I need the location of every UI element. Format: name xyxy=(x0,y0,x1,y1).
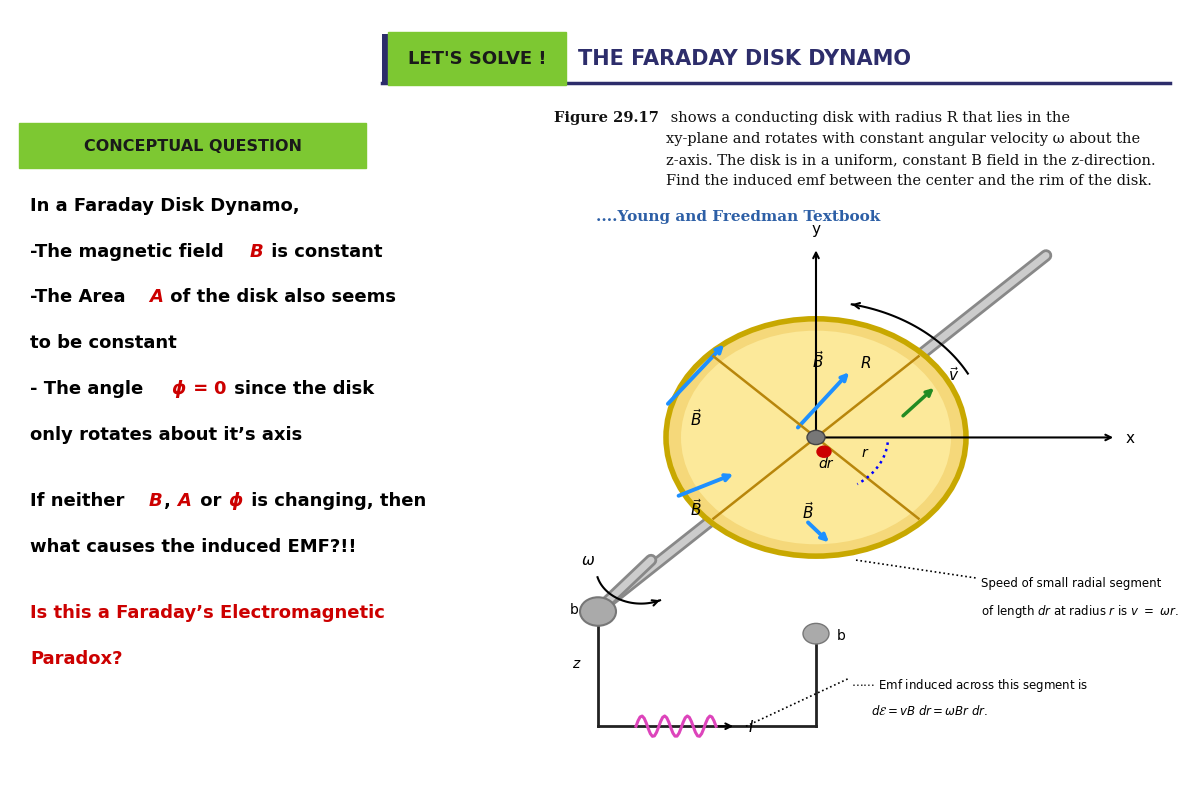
Text: y: y xyxy=(811,221,821,237)
Text: $\vec{v}$: $\vec{v}$ xyxy=(948,366,959,384)
Text: Speed of small radial segment: Speed of small radial segment xyxy=(982,576,1162,589)
Text: Is this a Faraday’s Electromagnetic: Is this a Faraday’s Electromagnetic xyxy=(30,603,385,622)
Circle shape xyxy=(817,447,830,458)
Text: ϕ: ϕ xyxy=(172,379,186,397)
Text: what causes the induced EMF?!!: what causes the induced EMF?!! xyxy=(30,537,356,555)
Text: b: b xyxy=(570,602,578,617)
Circle shape xyxy=(666,319,966,557)
Text: ....Young and Freedman Textbook: ....Young and Freedman Textbook xyxy=(596,210,880,224)
Text: ,: , xyxy=(164,492,172,509)
Text: In a Faraday Disk Dynamo,: In a Faraday Disk Dynamo, xyxy=(30,196,300,214)
Text: -The Area: -The Area xyxy=(30,288,132,306)
Text: or: or xyxy=(194,492,228,509)
Text: Paradox?: Paradox? xyxy=(30,649,122,667)
Text: Figure 29.17: Figure 29.17 xyxy=(554,111,659,124)
Text: $\cdots\cdots$ Emf induced across this segment is: $\cdots\cdots$ Emf induced across this s… xyxy=(851,677,1088,694)
Text: =: = xyxy=(187,379,215,397)
Text: If neither: If neither xyxy=(30,492,131,509)
Text: r: r xyxy=(862,445,866,459)
Text: A: A xyxy=(178,492,192,509)
Text: ϕ: ϕ xyxy=(228,492,242,509)
Text: $\omega$: $\omega$ xyxy=(581,553,595,567)
Circle shape xyxy=(803,624,829,644)
Text: $\vec{B}$: $\vec{B}$ xyxy=(802,500,814,521)
Circle shape xyxy=(682,331,952,545)
Text: B: B xyxy=(250,242,263,260)
Text: LET'S SOLVE !: LET'S SOLVE ! xyxy=(408,51,546,68)
Text: THE FARADAY DISK DYNAMO: THE FARADAY DISK DYNAMO xyxy=(578,50,912,69)
Text: 0: 0 xyxy=(214,379,226,397)
Text: dr: dr xyxy=(818,456,833,470)
Text: is constant: is constant xyxy=(265,242,383,260)
Text: $\vec{B}$: $\vec{B}$ xyxy=(690,497,702,518)
Text: -The magnetic field: -The magnetic field xyxy=(30,242,230,260)
Text: is changing, then: is changing, then xyxy=(245,492,426,509)
Text: of the disk also seems: of the disk also seems xyxy=(164,288,396,306)
Bar xyxy=(382,34,390,84)
Text: b: b xyxy=(836,629,846,642)
FancyBboxPatch shape xyxy=(388,33,566,86)
Text: to be constant: to be constant xyxy=(30,334,176,351)
Text: $I$: $I$ xyxy=(748,719,754,735)
Text: $d\mathcal{E} = vB\ dr = \omega Br\ dr.$: $d\mathcal{E} = vB\ dr = \omega Br\ dr.$ xyxy=(871,703,989,717)
Text: $\vec{B}$: $\vec{B}$ xyxy=(812,350,824,371)
Text: R: R xyxy=(862,356,871,371)
Text: of length $dr$ at radius $r$ is $v\ =\ \omega r.$: of length $dr$ at radius $r$ is $v\ =\ \… xyxy=(982,602,1178,619)
Text: shows a conducting disk with radius R that lies in the
xy-plane and rotates with: shows a conducting disk with radius R th… xyxy=(666,111,1156,188)
Text: since the disk: since the disk xyxy=(228,379,374,397)
FancyBboxPatch shape xyxy=(19,124,366,168)
Text: only rotates about it’s axis: only rotates about it’s axis xyxy=(30,425,302,443)
Text: B: B xyxy=(149,492,162,509)
Circle shape xyxy=(580,597,616,626)
Text: z: z xyxy=(572,656,580,670)
Text: - The angle: - The angle xyxy=(30,379,150,397)
Circle shape xyxy=(808,431,826,445)
Text: CONCEPTUAL QUESTION: CONCEPTUAL QUESTION xyxy=(84,139,301,153)
Text: A: A xyxy=(149,288,163,306)
Text: x: x xyxy=(1126,431,1135,445)
Text: $\vec{B}$: $\vec{B}$ xyxy=(690,407,702,428)
